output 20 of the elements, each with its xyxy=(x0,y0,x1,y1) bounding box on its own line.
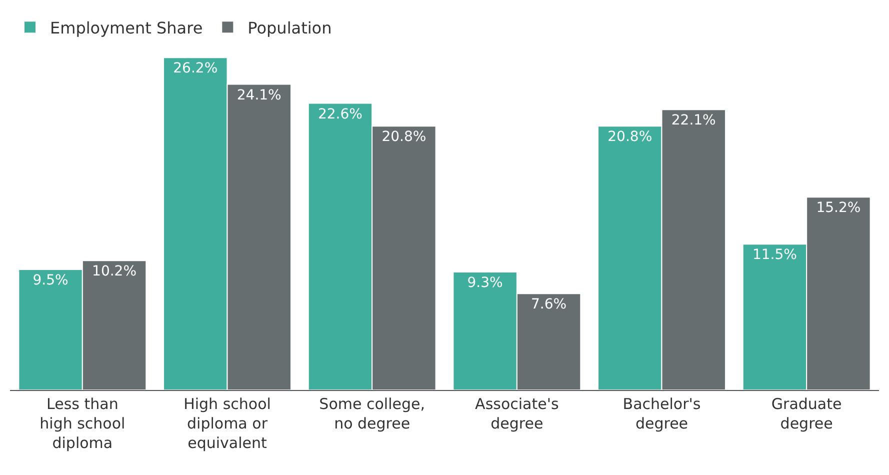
data-label: 9.3% xyxy=(467,275,503,292)
x-tick-label: Less than high school diploma xyxy=(40,395,126,452)
x-tick-label: Some college, no degree xyxy=(319,395,425,432)
data-label: 22.1% xyxy=(671,112,716,129)
x-tick-label: High school diploma or equivalent xyxy=(184,395,271,452)
data-label: 15.2% xyxy=(816,200,861,216)
data-label: 7.6% xyxy=(530,296,567,313)
data-label: 11.5% xyxy=(752,247,797,264)
data-label: 24.1% xyxy=(236,87,282,104)
data-label: 10.2% xyxy=(92,264,137,280)
legend-label: Population xyxy=(248,18,332,38)
x-tick-label: Graduate degree xyxy=(771,395,842,432)
data-label: 26.2% xyxy=(173,60,218,77)
data-label: 22.6% xyxy=(318,106,362,122)
legend-label: Employment Share xyxy=(50,18,203,38)
x-tick-label: Bachelor's degree xyxy=(622,395,701,432)
x-tick-label: Associate's degree xyxy=(475,395,559,432)
data-label: 20.8% xyxy=(608,129,652,146)
data-label: 20.8% xyxy=(382,129,426,146)
data-label: 9.5% xyxy=(32,272,68,288)
